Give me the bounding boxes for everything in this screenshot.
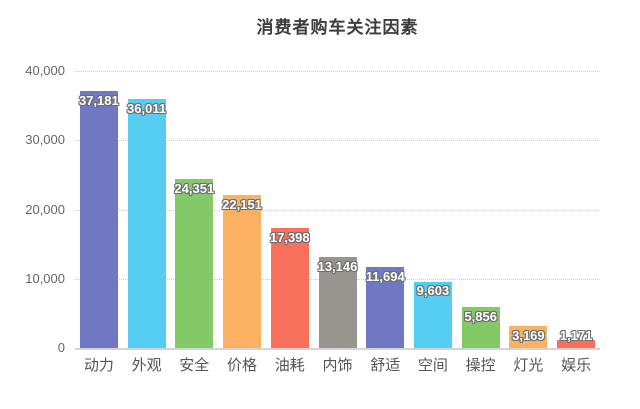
x-axis-category-label: 舒适: [370, 357, 401, 374]
x-axis-line: [75, 348, 600, 350]
bar-灯光: [509, 326, 548, 348]
bar-安全: [175, 179, 214, 348]
x-axis-category-label: 安全: [179, 357, 210, 374]
bar-外观: [127, 98, 166, 348]
bar-value-label: 1,171: [559, 327, 593, 343]
x-axis-category-label: 内饰: [322, 357, 353, 374]
y-gridline: [75, 209, 600, 211]
bar-value-label: 11,694: [365, 269, 405, 285]
y-axis-tick-label: 40,000: [25, 63, 65, 78]
y-gridline: [75, 71, 600, 72]
bar-value-label: 9,603: [416, 283, 450, 299]
bar-舒适: [366, 267, 405, 348]
bar-内饰: [318, 256, 357, 348]
x-axis-category-label: 娱乐: [561, 357, 592, 374]
x-axis-category-label: 操控: [465, 357, 496, 374]
bar-value-label: 17,398: [269, 229, 310, 245]
bar-value-label: 37,181: [78, 92, 119, 108]
plot-area: 0 10,000 20,000 30,000 40,000 37,181 动力 36,011 外…: [25, 55, 600, 374]
x-axis-category-label: 动力: [83, 357, 114, 374]
x-axis-category-label: 外观: [131, 357, 162, 374]
bar-空间: [413, 281, 452, 348]
bar-油耗: [270, 227, 309, 348]
bar-操控: [461, 307, 500, 348]
x-axis-category-label: 灯光: [513, 357, 544, 374]
x-axis-category-label: 油耗: [274, 357, 305, 374]
chart-title: 消费者购车关注因素: [256, 18, 419, 37]
y-axis-tick-label: 10,000: [25, 270, 65, 286]
x-axis-category-label: 价格: [227, 357, 258, 374]
bar-价格: [223, 194, 262, 348]
bar-动力: [79, 90, 118, 348]
bar-value-label: 3,169: [512, 328, 545, 344]
bar-value-label: 13,146: [317, 258, 358, 274]
y-axis-tick-label: 0: [57, 340, 65, 355]
bar-娱乐: [557, 339, 596, 348]
bar-value-label: 36,011: [127, 100, 167, 116]
bar-value-label: 22,151: [222, 196, 262, 212]
y-axis-tick-label: 30,000: [25, 132, 65, 148]
y-axis-tick-label: 20,000: [25, 201, 65, 217]
bar-value-label: 5,856: [464, 309, 497, 325]
x-axis-category-label: 空间: [417, 357, 448, 374]
bar-value-label: 24,351: [174, 181, 215, 197]
y-gridline: [75, 140, 600, 142]
